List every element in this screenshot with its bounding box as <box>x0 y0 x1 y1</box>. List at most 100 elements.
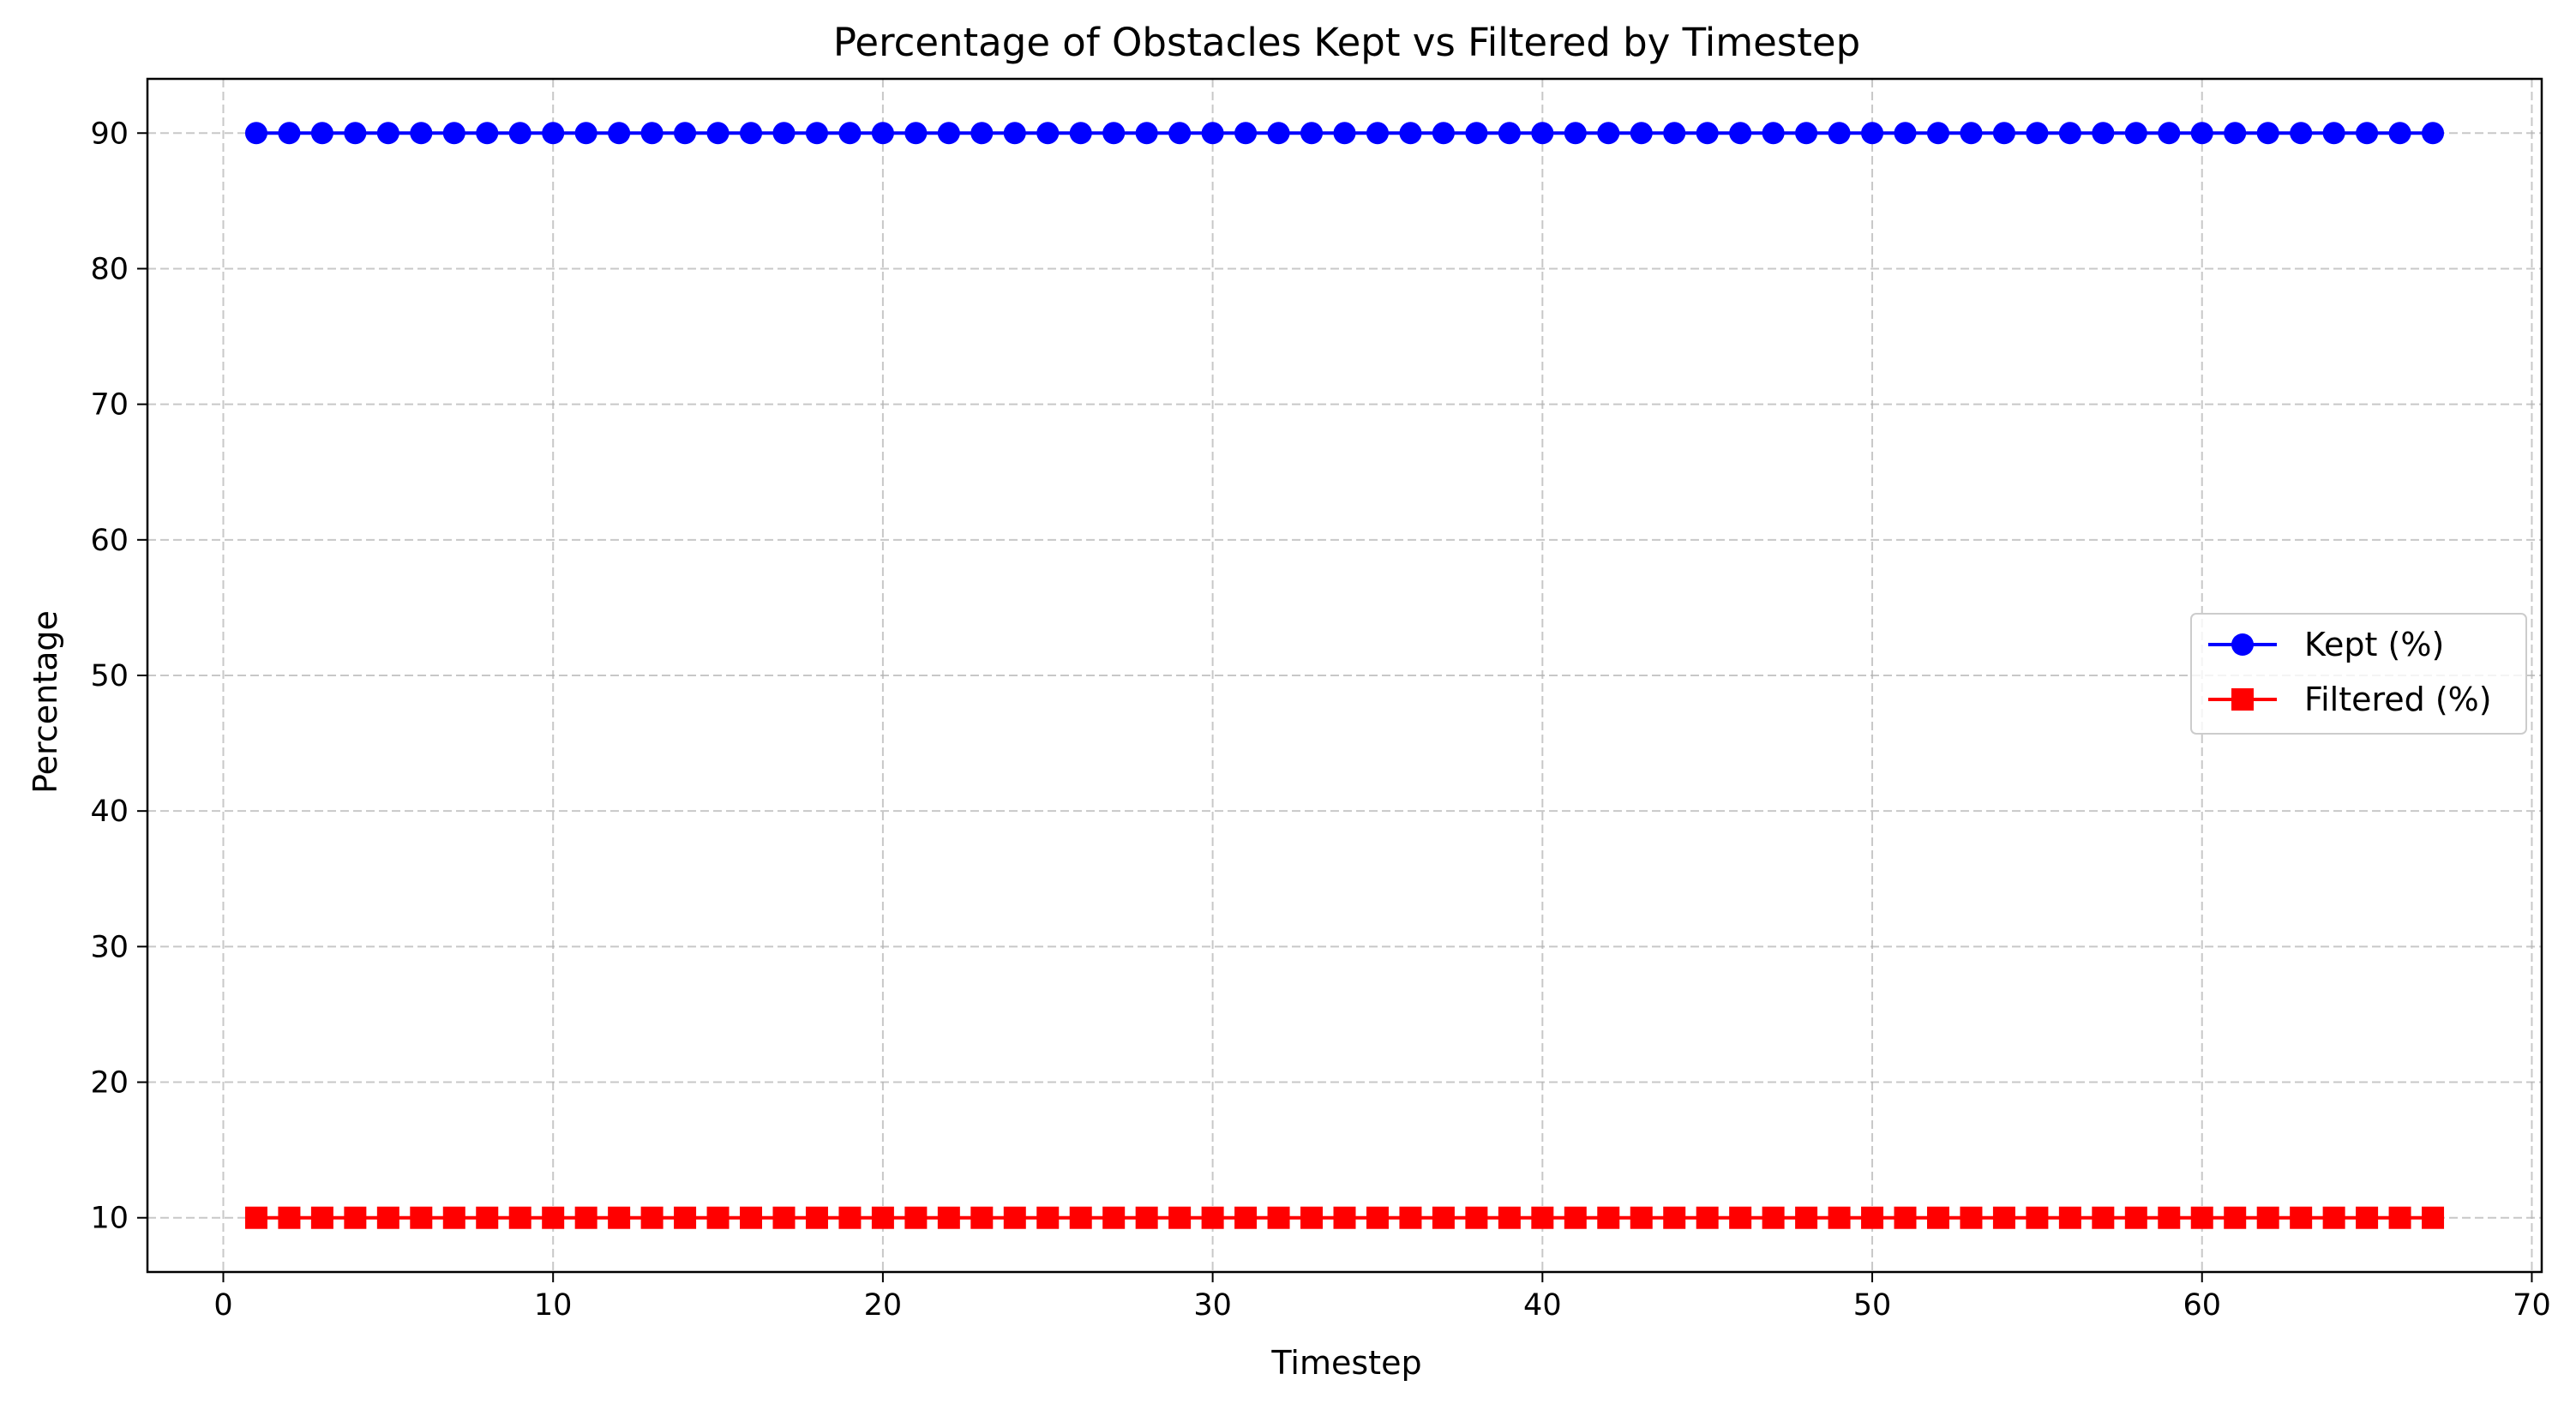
data-point <box>2322 1206 2345 1229</box>
legend-label: Filtered (%) <box>2304 681 2492 718</box>
data-point <box>1201 122 1224 145</box>
y-tick-label: 50 <box>90 659 129 693</box>
data-point <box>1465 1206 1488 1229</box>
data-point <box>1333 1206 1356 1229</box>
data-point <box>1564 122 1587 145</box>
legend-item: Filtered (%) <box>2208 681 2492 718</box>
data-point <box>1531 122 1554 145</box>
data-point <box>1267 1206 1290 1229</box>
data-point <box>508 122 531 145</box>
data-point <box>2290 122 2313 145</box>
data-point <box>1366 122 1389 145</box>
legend-marker <box>2231 688 2254 711</box>
data-point <box>805 122 828 145</box>
data-point <box>1630 122 1653 145</box>
x-tick-label: 30 <box>1193 1288 1232 1323</box>
data-point <box>1003 1206 1026 1229</box>
data-point <box>2058 1206 2081 1229</box>
data-point <box>1234 1206 1258 1229</box>
data-point <box>1564 1206 1587 1229</box>
data-point <box>376 1206 399 1229</box>
legend-item: Kept (%) <box>2208 626 2444 663</box>
data-point <box>1102 1206 1126 1229</box>
data-point <box>442 1206 465 1229</box>
series-filtered <box>244 1206 2445 1229</box>
data-point <box>2190 1206 2213 1229</box>
data-point <box>1992 122 2015 145</box>
data-point <box>1597 122 1620 145</box>
data-point <box>1729 1206 1752 1229</box>
data-point <box>1663 122 1686 145</box>
y-tick-label: 80 <box>90 252 129 286</box>
data-point <box>904 1206 928 1229</box>
data-point <box>1960 1206 1983 1229</box>
data-point <box>1069 1206 1092 1229</box>
data-point <box>2026 1206 2049 1229</box>
data-point <box>244 122 267 145</box>
data-point <box>1696 1206 1719 1229</box>
data-point <box>574 1206 597 1229</box>
data-point <box>2422 1206 2445 1229</box>
data-point <box>2256 1206 2279 1229</box>
data-point <box>772 122 796 145</box>
y-tick-label: 40 <box>90 795 129 829</box>
data-point <box>344 122 367 145</box>
data-point <box>1003 122 1026 145</box>
data-point <box>1861 1206 1884 1229</box>
data-point <box>1333 122 1356 145</box>
data-point <box>2356 122 2379 145</box>
data-point <box>1168 1206 1192 1229</box>
data-point <box>706 122 730 145</box>
y-tick-label: 70 <box>90 388 129 423</box>
x-tick-label: 40 <box>1523 1288 1562 1323</box>
data-point <box>1926 1206 1949 1229</box>
data-point <box>574 122 597 145</box>
data-point <box>1762 1206 1785 1229</box>
data-point <box>1399 122 1422 145</box>
data-point <box>2190 122 2213 145</box>
x-tick-label: 70 <box>2513 1288 2551 1323</box>
data-point <box>2356 1206 2379 1229</box>
data-point <box>937 1206 960 1229</box>
data-point <box>1992 1206 2015 1229</box>
y-axis-label: Percentage <box>27 610 64 794</box>
data-point <box>2158 1206 2181 1229</box>
data-point <box>410 122 433 145</box>
data-point <box>1432 1206 1455 1229</box>
data-point <box>1465 122 1488 145</box>
data-point <box>2388 122 2411 145</box>
data-point <box>1366 1206 1389 1229</box>
data-point <box>344 1206 367 1229</box>
data-point <box>244 1206 267 1229</box>
data-point <box>1135 1206 1158 1229</box>
y-tick-label: 90 <box>90 117 129 151</box>
chart-title: Percentage of Obstacles Kept vs Filtered… <box>833 20 1860 65</box>
data-point <box>1795 1206 1818 1229</box>
data-point <box>278 1206 301 1229</box>
data-point <box>2224 1206 2247 1229</box>
legend: Kept (%) Filtered (%) <box>2190 613 2527 735</box>
legend-label: Kept (%) <box>2304 626 2444 663</box>
data-point <box>1828 1206 1851 1229</box>
data-point <box>640 122 664 145</box>
data-point <box>608 1206 631 1229</box>
data-point <box>1795 122 1818 145</box>
data-point <box>542 1206 565 1229</box>
data-point <box>838 1206 862 1229</box>
y-tick-label: 30 <box>90 930 129 964</box>
data-point <box>2224 122 2247 145</box>
data-point <box>1926 122 1949 145</box>
data-point <box>1168 122 1192 145</box>
data-point <box>740 1206 763 1229</box>
data-point <box>2124 1206 2147 1229</box>
data-point <box>542 122 565 145</box>
data-point <box>970 122 994 145</box>
data-point <box>1894 1206 1917 1229</box>
data-point <box>310 122 333 145</box>
data-point <box>1135 122 1158 145</box>
data-point <box>1597 1206 1620 1229</box>
data-point <box>1762 122 1785 145</box>
data-point <box>1828 122 1851 145</box>
